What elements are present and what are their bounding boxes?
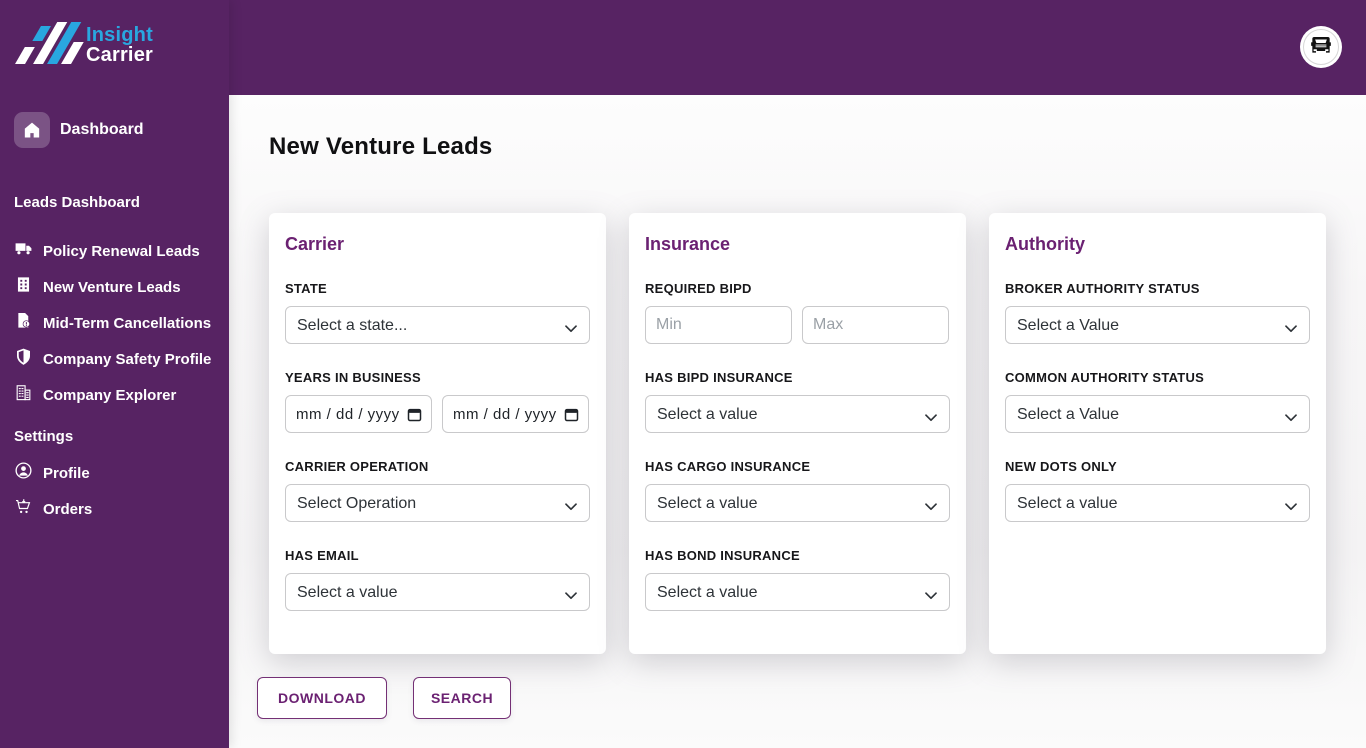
sidebar: Insight Carrier Dashboard Leads Dashboar… <box>0 0 229 748</box>
required-bipd-max-input[interactable] <box>802 306 949 344</box>
user-icon <box>14 461 33 485</box>
cart-icon <box>14 497 33 521</box>
has-email-field: HAS EMAIL Select a value <box>285 548 590 611</box>
has-cargo-insurance-field: HAS CARGO INSURANCE Select a value <box>645 459 950 522</box>
broker-authority-status-select[interactable]: Select a Value <box>1005 306 1310 344</box>
insurance-card-title: Insurance <box>645 234 731 254</box>
state-field: STATE Select a state... <box>285 281 590 344</box>
calendar-icon <box>407 407 422 422</box>
years-in-business-field: YEARS IN BUSINESS mm / dd / yyyy mm / dd… <box>285 370 590 433</box>
has-bond-insurance-select[interactable]: Select a value <box>645 573 950 611</box>
common-authority-status-select[interactable]: Select a Value <box>1005 395 1310 433</box>
home-icon <box>14 112 50 148</box>
state-select[interactable]: Select a state... <box>285 306 590 344</box>
action-buttons: DOWNLOAD SEARCH <box>257 677 511 719</box>
sidebar-item-new-venture-leads[interactable]: New Venture Leads <box>14 274 221 300</box>
carrier-operation-field: CARRIER OPERATION Select Operation <box>285 459 590 522</box>
page-title: New Venture Leads <box>269 133 493 160</box>
has-email-label: HAS EMAIL <box>285 548 359 563</box>
carrier-card: Carrier STATE Select a state... YEARS IN… <box>269 213 606 654</box>
state-label: STATE <box>285 281 327 296</box>
brand-logo[interactable]: Insight Carrier <box>15 20 153 70</box>
brand-name-line2: Carrier <box>86 44 153 66</box>
new-dots-only-select[interactable]: Select a value <box>1005 484 1310 522</box>
truck-front-icon <box>1308 32 1334 63</box>
sidebar-item-company-safety-profile[interactable]: Company Safety Profile <box>14 346 221 372</box>
sidebar-item-orders[interactable]: Orders <box>14 496 221 522</box>
brand-name-line1: Insight <box>86 24 153 46</box>
sidebar-item-mid-term-cancellations[interactable]: Mid-Term Cancellations <box>14 310 221 336</box>
common-authority-status-field: COMMON AUTHORITY STATUS Select a Value <box>1005 370 1310 433</box>
brand-name: Insight Carrier <box>86 25 153 65</box>
sidebar-item-policy-renewal-leads[interactable]: Policy Renewal Leads <box>14 238 221 264</box>
sidebar-item-label: Dashboard <box>60 121 144 138</box>
has-email-select[interactable]: Select a value <box>285 573 590 611</box>
office-building-icon <box>14 383 33 407</box>
has-bipd-insurance-field: HAS BIPD INSURANCE Select a value <box>645 370 950 433</box>
logo-stripes-icon <box>6 20 91 70</box>
authority-card-title: Authority <box>1005 234 1085 254</box>
years-in-business-label: YEARS IN BUSINESS <box>285 370 421 385</box>
account-avatar-button[interactable] <box>1300 26 1342 68</box>
calendar-icon <box>564 407 579 422</box>
search-button[interactable]: SEARCH <box>413 677 511 719</box>
years-in-business-start-date-input[interactable]: mm / dd / yyyy <box>285 395 432 433</box>
broker-authority-status-field: BROKER AUTHORITY STATUS Select a Value <box>1005 281 1310 344</box>
carrier-operation-label: CARRIER OPERATION <box>285 459 429 474</box>
required-bipd-min-input[interactable] <box>645 306 792 344</box>
sidebar-item-company-explorer[interactable]: Company Explorer <box>14 382 221 408</box>
common-authority-status-label: COMMON AUTHORITY STATUS <box>1005 370 1205 385</box>
sidebar-section-settings: Settings <box>14 428 74 445</box>
carrier-operation-select[interactable]: Select Operation <box>285 484 590 522</box>
insurance-card: Insurance REQUIRED BIPD HAS BIPD INSURAN… <box>629 213 966 654</box>
shield-icon <box>14 347 33 371</box>
new-dots-only-label: NEW DOTS ONLY <box>1005 459 1117 474</box>
document-alert-icon <box>14 311 33 335</box>
authority-card: Authority BROKER AUTHORITY STATUS Select… <box>989 213 1326 654</box>
years-in-business-end-date-input[interactable]: mm / dd / yyyy <box>442 395 589 433</box>
main-content: New Venture Leads Carrier STATE Select a… <box>229 95 1366 748</box>
sidebar-section-leads-dashboard: Leads Dashboard <box>14 194 140 211</box>
sidebar-item-dashboard[interactable]: Dashboard <box>14 112 144 148</box>
has-bipd-insurance-label: HAS BIPD INSURANCE <box>645 370 793 385</box>
required-bipd-label: REQUIRED BIPD <box>645 281 752 296</box>
truck-icon <box>14 239 33 263</box>
broker-authority-status-label: BROKER AUTHORITY STATUS <box>1005 281 1200 296</box>
carrier-card-title: Carrier <box>285 234 345 254</box>
building-icon <box>14 275 33 299</box>
has-bipd-insurance-select[interactable]: Select a value <box>645 395 950 433</box>
new-dots-only-field: NEW DOTS ONLY Select a value <box>1005 459 1310 522</box>
sidebar-item-profile[interactable]: Profile <box>14 460 221 486</box>
has-bond-insurance-label: HAS BOND INSURANCE <box>645 548 800 563</box>
has-cargo-insurance-label: HAS CARGO INSURANCE <box>645 459 811 474</box>
filter-cards: Carrier STATE Select a state... YEARS IN… <box>269 213 1326 654</box>
download-button[interactable]: DOWNLOAD <box>257 677 387 719</box>
has-cargo-insurance-select[interactable]: Select a value <box>645 484 950 522</box>
has-bond-insurance-field: HAS BOND INSURANCE Select a value <box>645 548 950 611</box>
required-bipd-field: REQUIRED BIPD <box>645 281 950 344</box>
